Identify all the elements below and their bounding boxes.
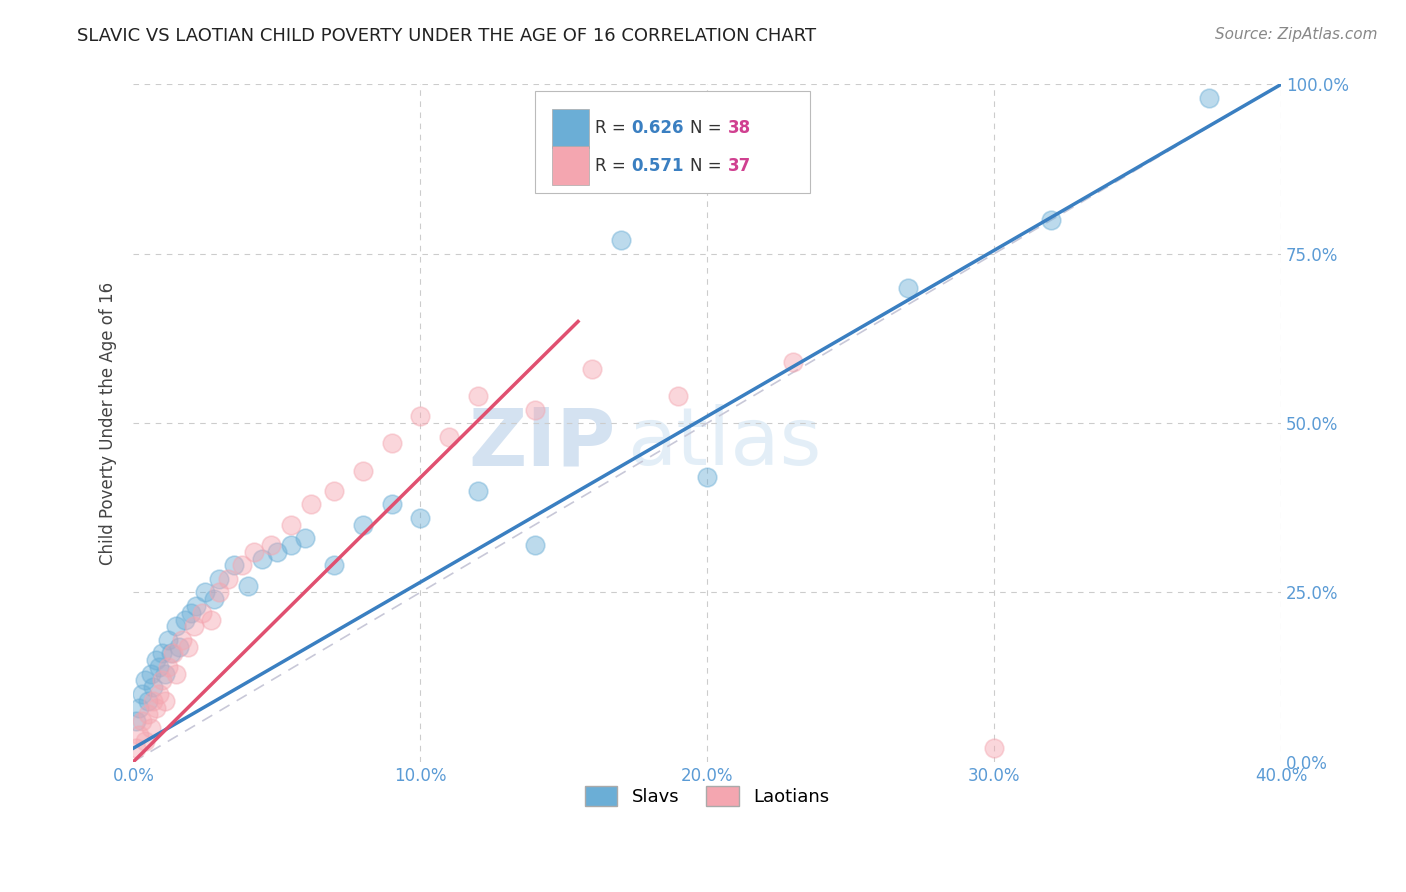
Point <box>139 721 162 735</box>
Text: 0.626: 0.626 <box>631 120 683 137</box>
Y-axis label: Child Poverty Under the Age of 16: Child Poverty Under the Age of 16 <box>100 282 117 565</box>
Point <box>222 558 245 573</box>
Text: 38: 38 <box>728 120 751 137</box>
Point <box>145 653 167 667</box>
Point <box>280 517 302 532</box>
Point <box>1040 213 1063 227</box>
Point <box>194 585 217 599</box>
Point <box>252 551 274 566</box>
Point <box>782 355 804 369</box>
Point <box>136 707 159 722</box>
Point <box>153 694 176 708</box>
Point <box>150 647 173 661</box>
Point <box>897 280 920 294</box>
Point <box>200 613 222 627</box>
Point <box>191 606 214 620</box>
Text: N =: N = <box>690 120 727 137</box>
Point <box>134 673 156 688</box>
Text: ZIP: ZIP <box>468 404 616 483</box>
Point <box>280 538 302 552</box>
Point <box>352 463 374 477</box>
Point <box>352 517 374 532</box>
Point <box>266 545 288 559</box>
Point <box>610 233 633 247</box>
Text: R =: R = <box>595 157 631 175</box>
Legend: Slavs, Laotians: Slavs, Laotians <box>578 779 837 814</box>
Point <box>202 592 225 607</box>
Point <box>231 558 253 573</box>
Point <box>156 660 179 674</box>
Point <box>294 531 316 545</box>
Point <box>409 409 432 424</box>
Point <box>159 647 181 661</box>
Point <box>183 619 205 633</box>
Point <box>208 572 231 586</box>
Point <box>136 694 159 708</box>
Text: atlas: atlas <box>627 404 821 483</box>
Point <box>243 545 266 559</box>
Text: N =: N = <box>690 157 727 175</box>
Point <box>299 497 322 511</box>
Point <box>696 470 718 484</box>
Point <box>167 640 190 654</box>
Point <box>180 606 202 620</box>
Point <box>668 389 690 403</box>
Point <box>236 579 259 593</box>
Point <box>186 599 208 613</box>
Point <box>380 436 402 450</box>
Point <box>172 632 194 647</box>
Point <box>145 700 167 714</box>
Point <box>409 511 432 525</box>
Point <box>142 694 165 708</box>
Text: 37: 37 <box>728 157 751 175</box>
Point <box>165 666 187 681</box>
Point <box>467 389 489 403</box>
Point <box>983 741 1005 756</box>
Point <box>165 619 187 633</box>
Point <box>260 538 283 552</box>
Point <box>139 666 162 681</box>
FancyBboxPatch shape <box>536 91 810 193</box>
Point <box>156 632 179 647</box>
Point <box>581 362 603 376</box>
Point <box>177 640 200 654</box>
Point <box>174 613 197 627</box>
Point <box>467 483 489 498</box>
Point <box>131 714 153 728</box>
Point <box>128 700 150 714</box>
Point <box>380 497 402 511</box>
Text: R =: R = <box>595 120 631 137</box>
Point <box>1198 91 1220 105</box>
Point <box>125 741 148 756</box>
Point <box>524 402 547 417</box>
Point <box>125 714 148 728</box>
Point <box>524 538 547 552</box>
Point <box>323 483 346 498</box>
Text: Source: ZipAtlas.com: Source: ZipAtlas.com <box>1215 27 1378 42</box>
Point <box>208 585 231 599</box>
Point <box>148 687 170 701</box>
Point <box>134 734 156 748</box>
Text: 0.571: 0.571 <box>631 157 683 175</box>
FancyBboxPatch shape <box>553 109 589 148</box>
Point <box>128 728 150 742</box>
Point <box>150 673 173 688</box>
Point <box>437 430 460 444</box>
Point <box>162 647 184 661</box>
Point <box>142 680 165 694</box>
Point <box>323 558 346 573</box>
Point <box>217 572 239 586</box>
Point <box>148 660 170 674</box>
FancyBboxPatch shape <box>553 146 589 186</box>
Point <box>131 687 153 701</box>
Point <box>153 666 176 681</box>
Text: SLAVIC VS LAOTIAN CHILD POVERTY UNDER THE AGE OF 16 CORRELATION CHART: SLAVIC VS LAOTIAN CHILD POVERTY UNDER TH… <box>77 27 817 45</box>
